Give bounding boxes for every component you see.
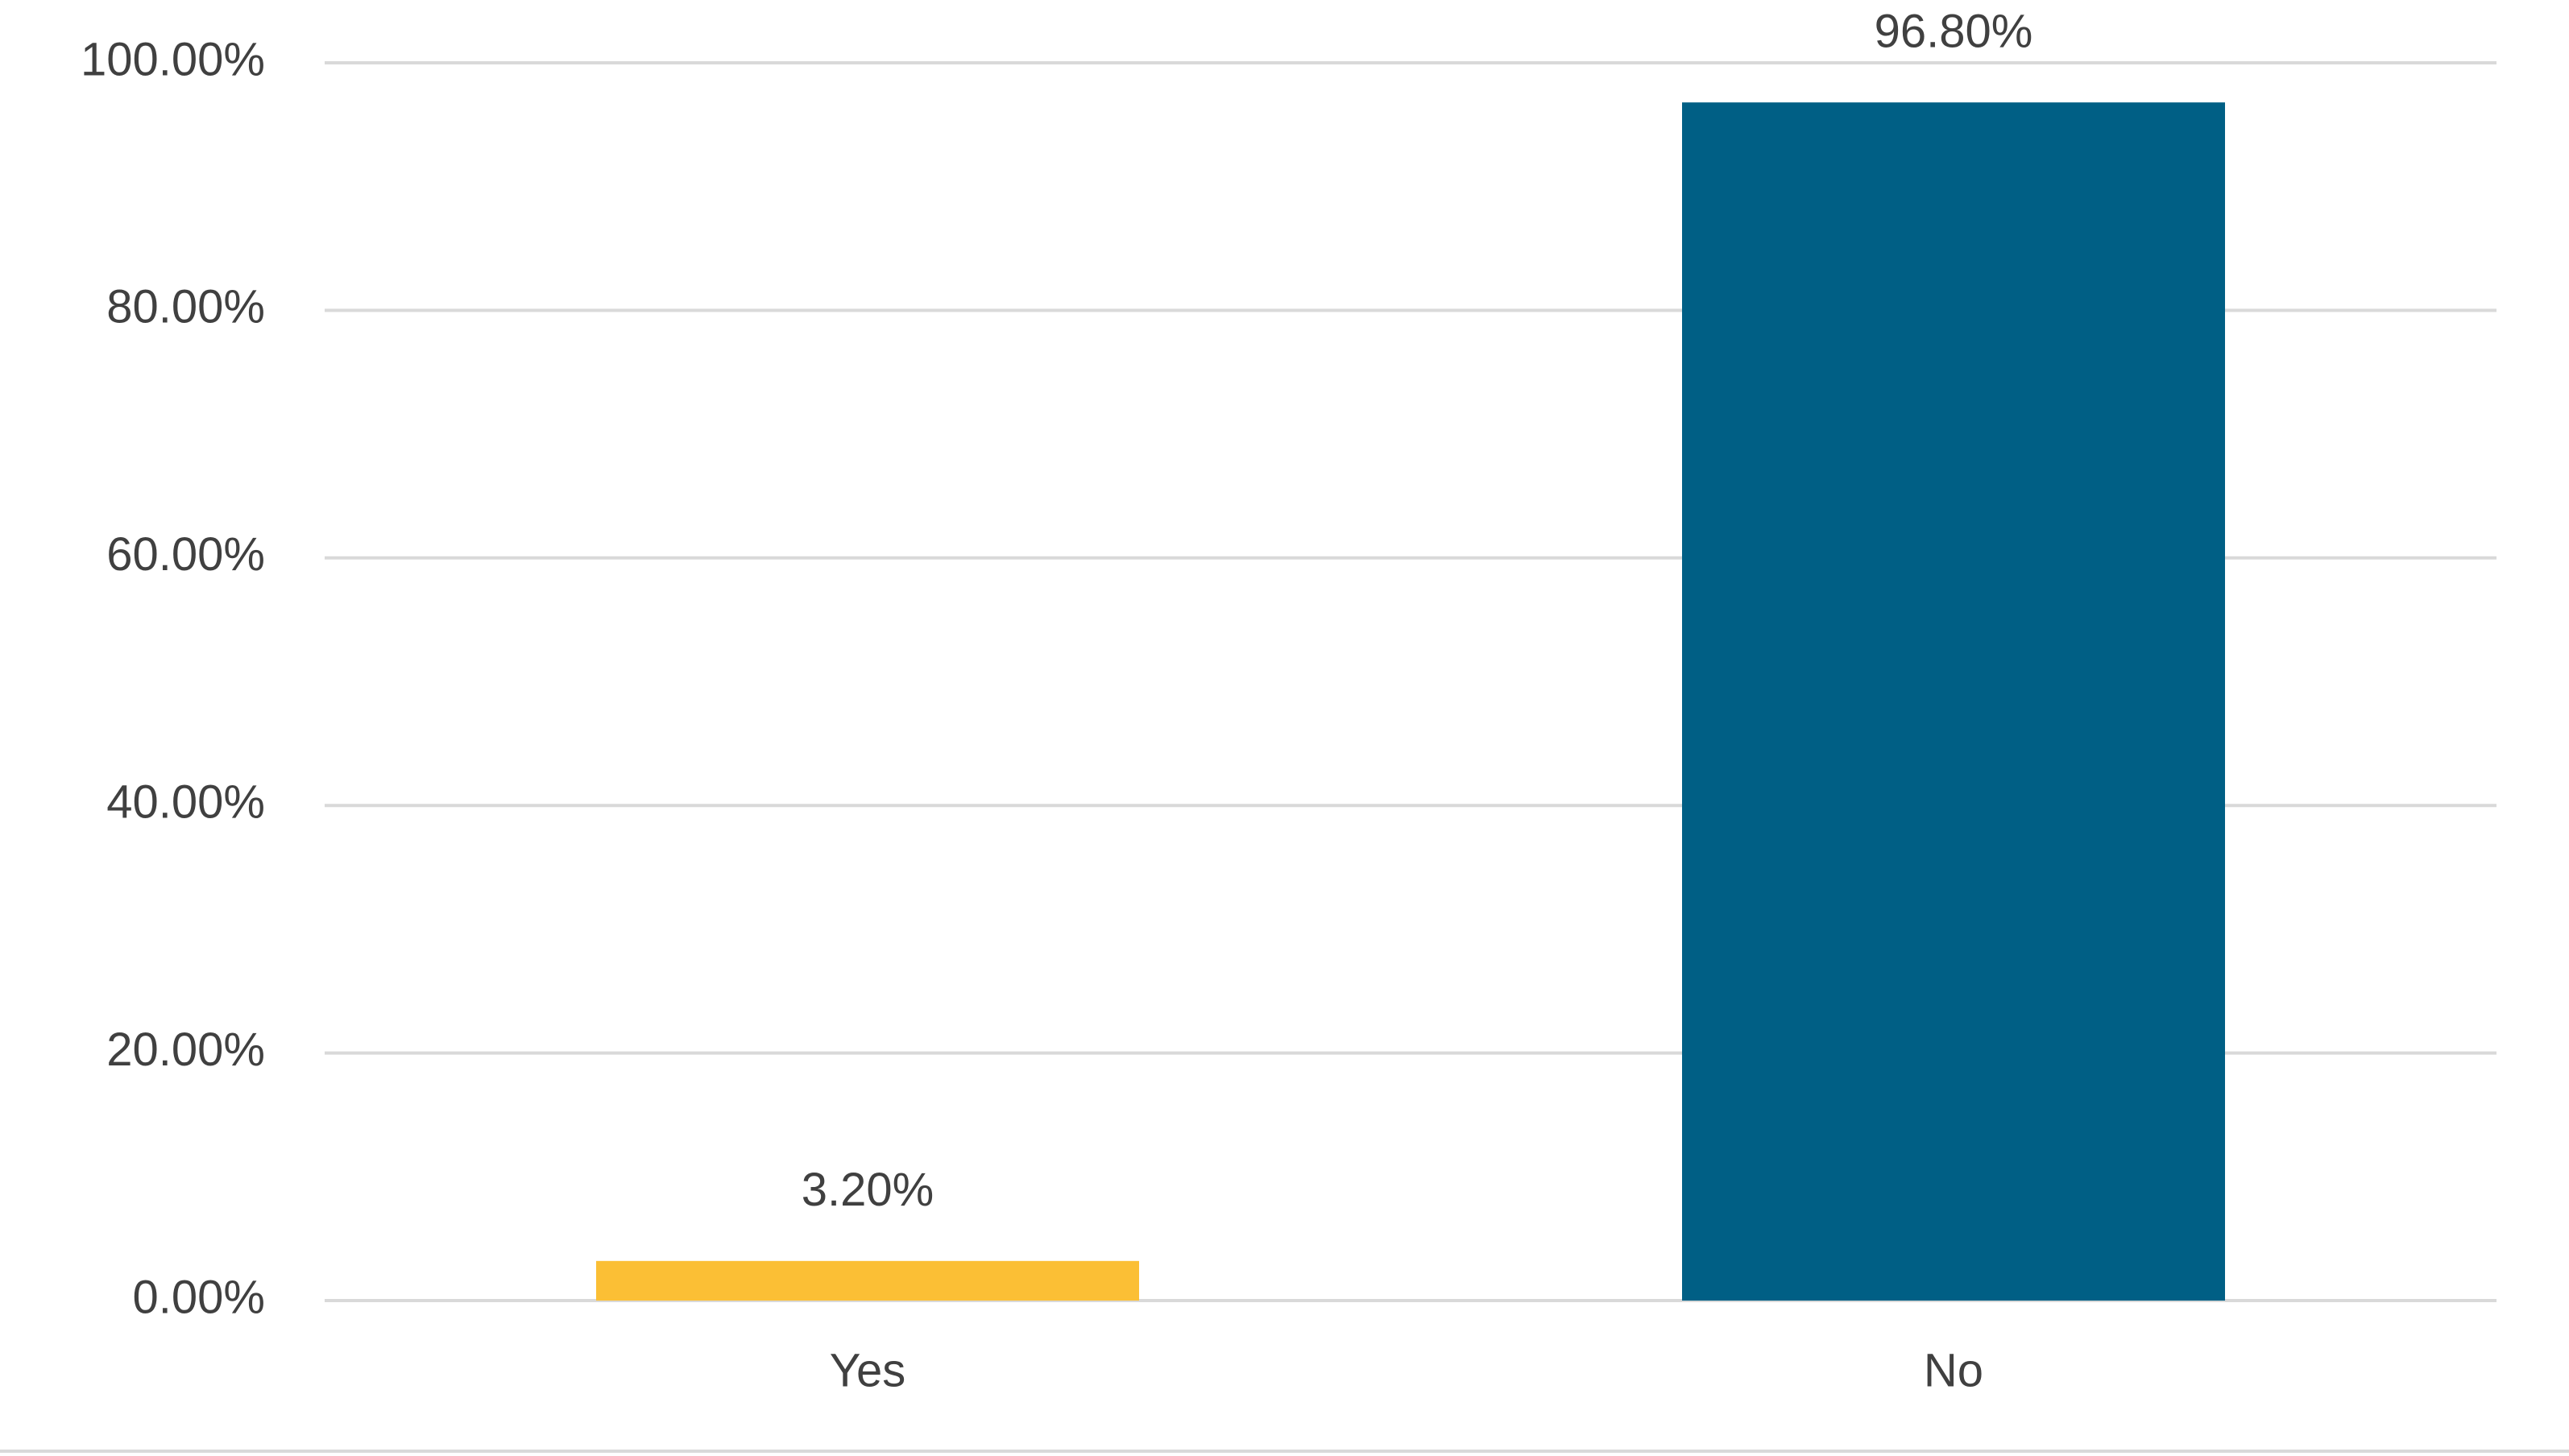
y-tick-label: 60.00%	[106, 528, 265, 581]
y-tick-label: 40.00%	[106, 776, 265, 829]
value-label: 96.80%	[1875, 6, 2033, 58]
x-tick-label: No	[1924, 1344, 1983, 1396]
y-tick-label: 80.00%	[106, 281, 265, 333]
y-tick-label: 100.00%	[81, 33, 265, 85]
y-tick-label: 0.00%	[133, 1271, 265, 1323]
bar	[1682, 102, 2225, 1301]
y-tick-label: 20.00%	[106, 1024, 265, 1076]
value-label: 3.20%	[802, 1164, 934, 1216]
x-tick-label: Yes	[830, 1344, 906, 1396]
bar	[596, 1260, 1139, 1301]
